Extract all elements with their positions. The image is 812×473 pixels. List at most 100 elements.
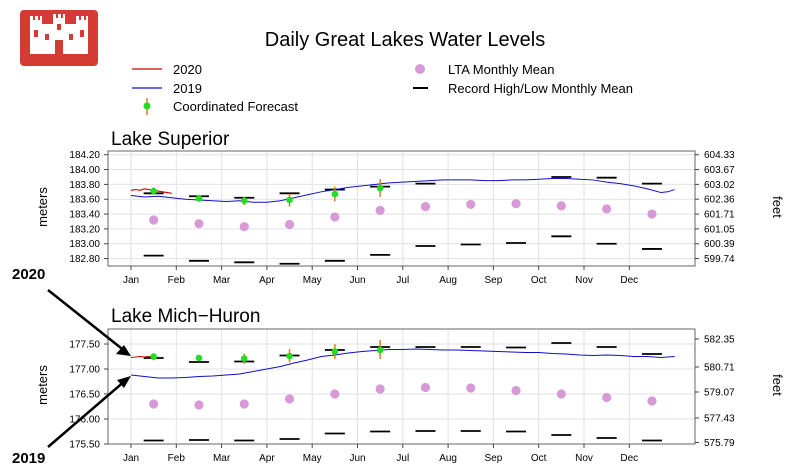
legend-forecast-point	[143, 102, 151, 110]
lta-point	[420, 382, 431, 393]
legend-lta-label: LTA Monthly Mean	[448, 62, 554, 77]
x-tick-label: Oct	[531, 453, 547, 464]
lta-point	[602, 392, 612, 403]
x-tick-label: Dec	[620, 275, 638, 286]
y-right-tick-label: 603.67	[704, 165, 735, 176]
ylabel-right-superior: feet	[770, 196, 785, 218]
lta-point	[330, 389, 340, 399]
panel-superior: 184.20 184.00 183.80 183.60 183.40 183.20 183.…	[69, 150, 735, 286]
x-tick-label: Sep	[485, 275, 503, 286]
arrow-2020-head	[116, 345, 131, 356]
lta-point	[420, 202, 431, 212]
series-2019-line	[130, 177, 675, 203]
forecast-point	[195, 354, 203, 362]
lta-point	[556, 201, 566, 211]
y-tick-label: 176.50	[69, 390, 100, 401]
legend: 2020 2019 Coordinated Forecast LTA Month…	[132, 62, 633, 115]
x-tick-label: Aug	[439, 453, 457, 464]
x-tick-label: Jan	[123, 275, 139, 286]
x-tick-label: Mar	[213, 453, 231, 464]
lta-point	[149, 399, 159, 409]
forecast-point	[150, 353, 157, 360]
x-tick-label: Aug	[439, 275, 457, 286]
x-tick-label: Mar	[213, 275, 231, 286]
plot-frame	[107, 150, 696, 267]
x-tick-label: May	[303, 275, 322, 286]
lta-point	[375, 205, 385, 215]
forecast-point	[240, 197, 248, 205]
chart-title: Daily Great Lakes Water Levels	[265, 29, 545, 51]
legend-lta-point	[415, 64, 425, 74]
y-tick-label: 182.80	[69, 254, 100, 265]
ylabel-left-mich-huron: meters	[35, 365, 50, 405]
y-right-tick-label: 580.71	[704, 363, 735, 374]
annotation-arrows	[47, 289, 131, 448]
forecast-point	[150, 187, 157, 195]
forecast-point	[195, 195, 203, 202]
lta-point	[602, 204, 612, 214]
x-tick-label: Oct	[531, 275, 547, 286]
lta-point	[375, 384, 385, 394]
y-right-tick-label: 577.43	[704, 414, 735, 425]
x-tick-label: Jun	[349, 275, 365, 286]
castle-icon	[30, 14, 88, 54]
forecast-point	[240, 355, 248, 362]
x-tick-label: Jun	[349, 453, 365, 464]
x-tick-label: May	[303, 453, 322, 464]
y-tick-label: 175.50	[69, 440, 100, 451]
forecast-point	[376, 346, 384, 354]
forecast-point	[331, 348, 339, 355]
arrow-2019	[47, 379, 127, 448]
lta-point	[284, 219, 295, 230]
lta-point	[239, 399, 249, 409]
lta-point	[194, 219, 204, 229]
forecast-point	[286, 196, 293, 204]
y-tick-label: 183.20	[69, 224, 100, 235]
panel-title-superior: Lake Superior	[111, 129, 230, 150]
arrow-2019-head	[117, 376, 131, 388]
x-tick-label: Jan	[123, 453, 139, 464]
y-right-tick-label: 600.39	[704, 239, 735, 250]
lta-point	[647, 209, 657, 219]
x-tick-label: Sep	[485, 453, 503, 464]
annotation-2019: 2019	[12, 450, 45, 467]
y-tick-label: 184.00	[69, 165, 100, 176]
lta-point	[149, 215, 159, 225]
panel-mich-huron: 177.50 177.00 176.50 176.00 175.50 582.35 580.…	[69, 328, 735, 464]
legend-2019-label: 2019	[173, 81, 202, 96]
y-right-tick-label: 601.05	[704, 224, 735, 235]
y-tick-label: 176.00	[69, 415, 100, 426]
x-tick-label: Apr	[259, 453, 275, 464]
lta-point	[466, 383, 476, 393]
ylabel-right-mich-huron: feet	[770, 374, 785, 396]
x-tick-label: Dec	[620, 453, 638, 464]
y-tick-label: 177.00	[69, 365, 100, 376]
forecast-point	[286, 352, 293, 360]
y-tick-label: 184.20	[69, 150, 100, 161]
lta-point	[194, 400, 204, 410]
ylabel-left-superior: meters	[35, 187, 50, 227]
x-tick-label: Feb	[168, 453, 186, 464]
panel-title-mich-huron: Lake Mich−Huron	[111, 306, 260, 327]
forecast-point	[376, 184, 384, 192]
x-tick-label: Apr	[259, 275, 275, 286]
legend-forecast-label: Coordinated Forecast	[173, 99, 298, 114]
y-tick-label: 183.40	[69, 210, 100, 221]
usace-logo	[20, 10, 98, 66]
y-right-tick-label: 602.36	[704, 195, 735, 206]
x-tick-label: Nov	[575, 453, 593, 464]
arrow-2020	[47, 289, 127, 353]
y-right-tick-label: 582.35	[704, 335, 735, 346]
y-right-tick-label: 604.33	[704, 150, 735, 161]
forecast-point	[331, 190, 339, 198]
x-tick-label: Feb	[168, 275, 186, 286]
legend-2020-label: 2020	[173, 62, 202, 77]
plot-frame	[107, 328, 696, 445]
x-tick-label: Jul	[396, 275, 409, 286]
y-right-tick-label: 603.02	[704, 180, 735, 191]
series-2019-line	[130, 348, 675, 379]
lta-point	[239, 222, 249, 232]
x-tick-label: Nov	[575, 275, 593, 286]
y-tick-label: 183.80	[69, 180, 100, 191]
